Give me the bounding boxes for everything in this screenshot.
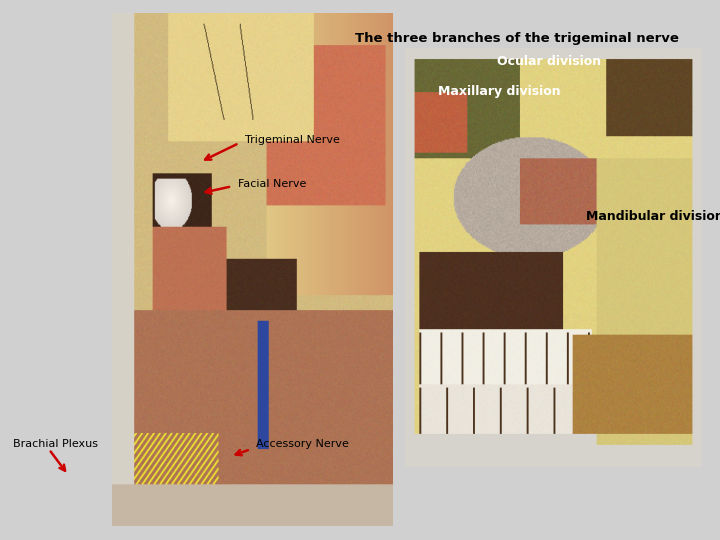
Text: Brachial Plexus: Brachial Plexus [13,439,98,449]
Text: Facial Nerve: Facial Nerve [238,179,306,188]
Text: Ocular division: Ocular division [497,55,600,68]
Text: Mandibular division: Mandibular division [586,210,720,222]
Text: Accessory Nerve: Accessory Nerve [256,439,348,449]
Text: Trigeminal Nerve: Trigeminal Nerve [245,136,340,145]
Text: Maxillary division: Maxillary division [438,85,560,98]
Text: The three branches of the trigeminal nerve: The three branches of the trigeminal ner… [355,32,679,45]
